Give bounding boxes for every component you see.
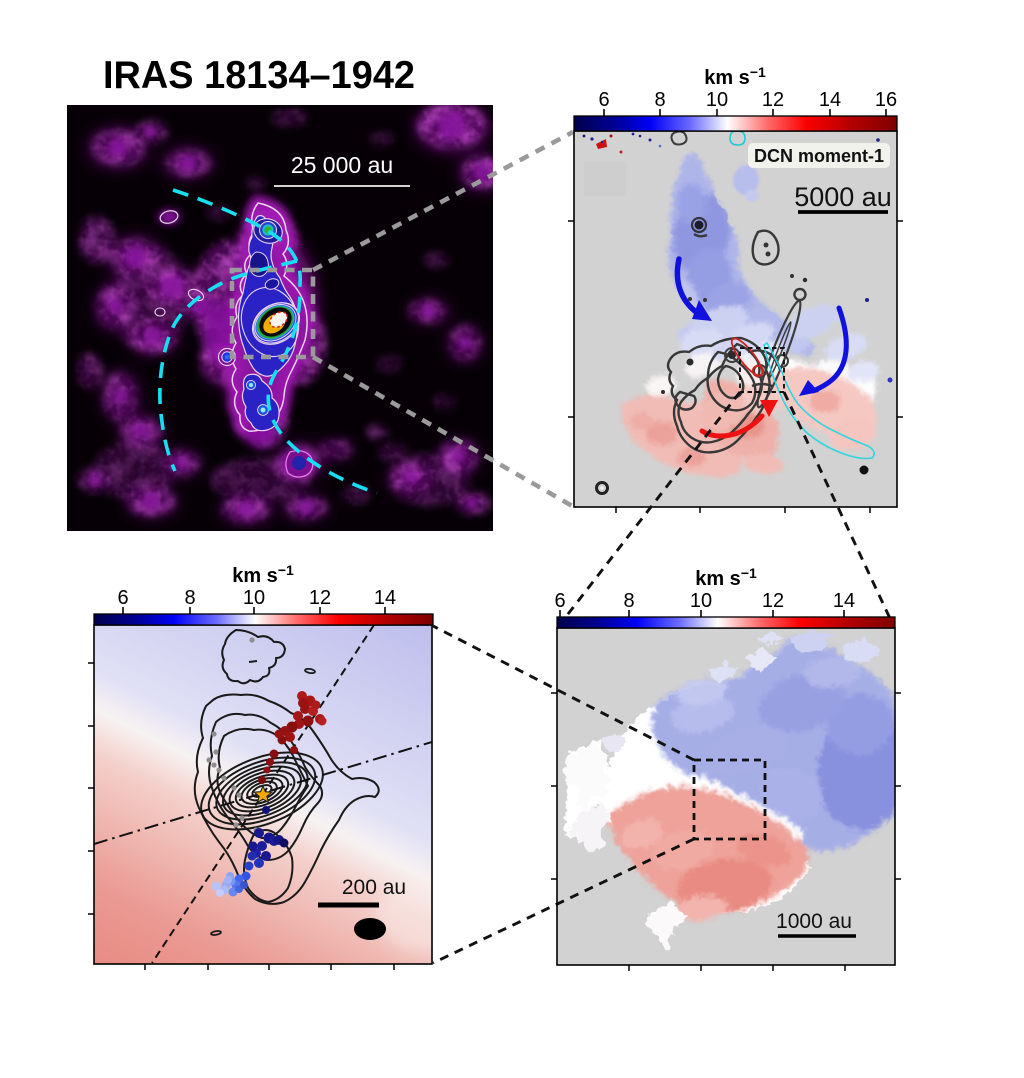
svg-text:6: 6 xyxy=(598,89,609,111)
svg-text:10: 10 xyxy=(690,590,712,612)
svg-text:8: 8 xyxy=(654,89,665,111)
svg-text:200 au: 200 au xyxy=(342,876,406,899)
svg-text:12: 12 xyxy=(762,89,784,111)
svg-text:10: 10 xyxy=(243,587,265,609)
svg-text:8: 8 xyxy=(623,590,634,612)
svg-text:1000 au: 1000 au xyxy=(776,910,852,933)
svg-text:12: 12 xyxy=(762,590,784,612)
svg-text:DCN moment-1: DCN moment-1 xyxy=(754,146,884,166)
svg-text:8: 8 xyxy=(184,587,195,609)
svg-text:IRAS 18134–1942: IRAS 18134–1942 xyxy=(103,54,415,97)
svg-text:6: 6 xyxy=(117,587,128,609)
svg-text:5000 au: 5000 au xyxy=(794,182,892,212)
svg-text:16: 16 xyxy=(875,89,897,111)
svg-text:6: 6 xyxy=(554,590,565,612)
svg-text:12: 12 xyxy=(309,587,331,609)
svg-text:14: 14 xyxy=(833,590,855,612)
svg-text:10: 10 xyxy=(706,89,728,111)
svg-text:25 000 au: 25 000 au xyxy=(291,152,393,178)
svg-text:14: 14 xyxy=(374,587,396,609)
svg-text:14: 14 xyxy=(819,89,841,111)
